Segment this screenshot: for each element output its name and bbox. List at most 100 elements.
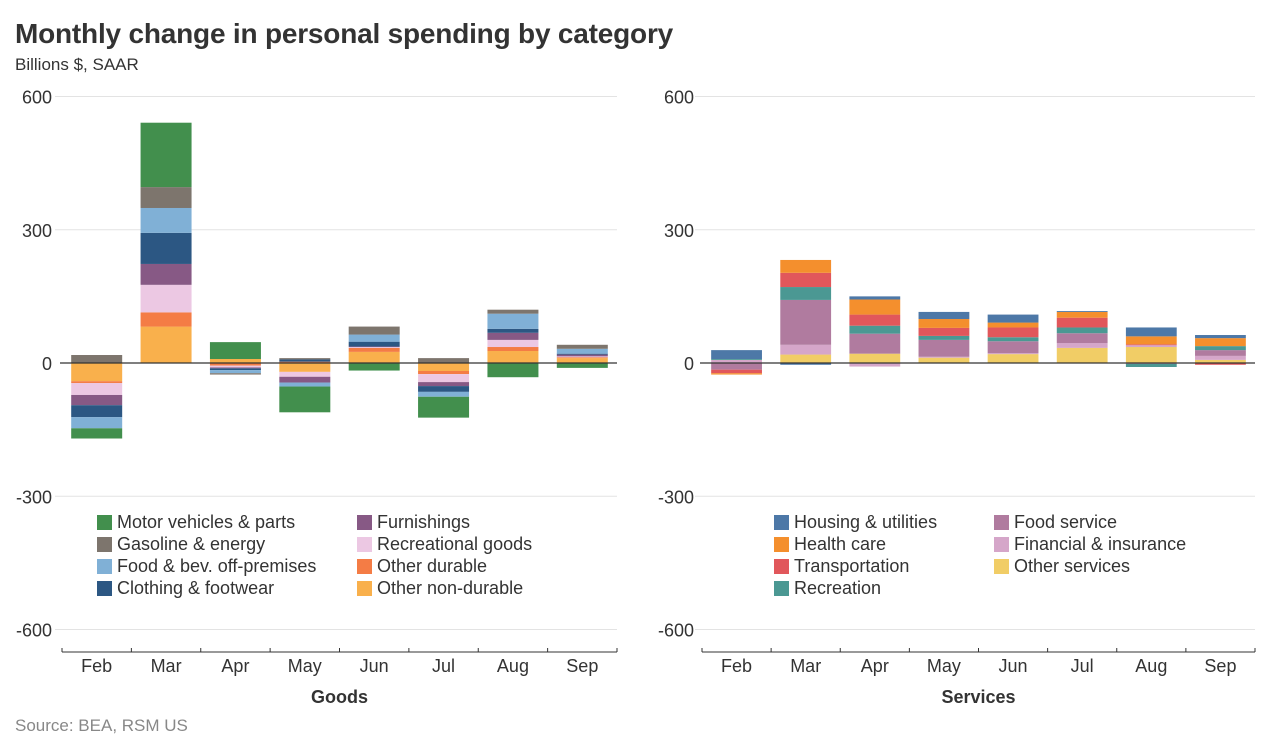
bar-segment-recreation-sep <box>1195 346 1246 351</box>
legend-swatch <box>994 559 1009 574</box>
chart-subtitle: Billions $, SAAR <box>15 55 139 74</box>
bar-segment-recreation-feb <box>711 359 762 360</box>
bar-segment-other-durable-apr <box>209 363 261 366</box>
bar-segment-recreational-goods-jul <box>418 374 470 383</box>
x-tick-label: May <box>288 656 322 676</box>
x-tick-label: Aug <box>497 656 529 676</box>
x-tick-label: Mar <box>790 656 821 676</box>
bar-segment-recreational-goods-mar <box>140 284 192 313</box>
bar-segment-health-care-may <box>918 319 970 328</box>
bar-segment-furnishings-sep <box>556 354 608 357</box>
legend-swatch <box>97 515 112 530</box>
x-tick-label: Feb <box>721 656 752 676</box>
bar-segment-recreation-may <box>918 335 970 340</box>
x-axis-title: Goods <box>311 687 368 707</box>
bar-segment-recreation-aug <box>1125 363 1177 367</box>
bar-segment-other-services-apr <box>849 353 901 363</box>
bar-segment-other-non-durable-mar <box>140 326 192 363</box>
x-tick-label: Apr <box>861 656 889 676</box>
bar-segment-financial-insurance-jun <box>987 353 1039 355</box>
legend-label: Other non-durable <box>377 578 524 598</box>
bar-segment-other-durable-feb <box>71 381 123 383</box>
bar-segment-health-care-mar <box>780 259 832 273</box>
legend-item: Clothing & footwear <box>97 578 274 599</box>
bar-segment-other-durable-mar <box>140 312 192 327</box>
bar-segment-housing-utilities-mar <box>780 363 832 365</box>
bar-segment-furnishings-aug <box>487 332 539 340</box>
legend-label: Food service <box>1014 512 1118 532</box>
bar-segment-financial-insurance-sep <box>1195 355 1246 360</box>
bar-segment-food-bev-off-premises-may <box>279 382 331 387</box>
bar-segment-furnishings-apr <box>209 367 261 369</box>
bar-segment-motor-vehicles-parts-mar <box>140 122 192 188</box>
bar-segment-food-service-mar <box>780 299 832 345</box>
chart-title: Monthly change in personal spending by c… <box>15 18 674 49</box>
x-tick-label: Jul <box>1071 656 1094 676</box>
legend-label: Recreational goods <box>377 534 533 554</box>
bar-segment-furnishings-feb <box>71 394 123 406</box>
x-tick-label: Feb <box>81 656 112 676</box>
bar-segment-health-care-jul <box>1056 311 1108 318</box>
bar-segment-recreation-mar <box>780 287 832 300</box>
bar-segment-transportation-aug <box>1125 344 1177 346</box>
bar-segment-recreational-goods-apr <box>209 365 261 368</box>
bar-segment-recreation-apr <box>849 325 901 334</box>
y-tick-label: -300 <box>658 487 694 507</box>
bar-segment-other-non-durable-feb <box>71 363 123 382</box>
bar-segment-health-care-aug <box>1125 336 1177 345</box>
legend-item: Food service <box>994 512 1117 533</box>
bar-segment-financial-insurance-aug <box>1125 345 1177 348</box>
bar-segment-transportation-jun <box>987 327 1039 338</box>
legend-item: Transportation <box>774 556 909 577</box>
bar-segment-financial-insurance-may <box>918 356 970 358</box>
bar-segment-recreational-goods-sep <box>556 356 608 358</box>
bar-segment-housing-utilities-apr <box>849 296 901 300</box>
bar-segment-other-services-may <box>918 357 970 363</box>
bar-segment-food-bev-off-premises-jul <box>418 391 470 397</box>
bar-segment-recreation-jun <box>987 337 1039 342</box>
bar-segment-other-non-durable-jun <box>348 351 400 363</box>
x-tick-label: Jun <box>360 656 389 676</box>
x-tick-label: Mar <box>151 656 182 676</box>
bar-segment-other-non-durable-apr <box>209 359 261 363</box>
bar-segment-other-durable-jun <box>348 347 400 352</box>
legend-item: Housing & utilities <box>774 512 937 533</box>
bar-segment-food-bev-off-premises-jun <box>348 334 400 342</box>
bar-segment-gasoline-energy-may <box>279 358 331 360</box>
bar-segment-transportation-jul <box>1056 317 1108 328</box>
bar-segment-transportation-may <box>918 327 970 336</box>
bar-segment-gasoline-energy-jul <box>418 358 470 363</box>
legend-item: Gasoline & energy <box>97 534 265 555</box>
bar-segment-other-durable-sep <box>556 357 608 359</box>
bar-segment-food-service-jul <box>1056 333 1108 344</box>
bar-segment-gasoline-energy-aug <box>487 309 539 314</box>
bar-segment-food-bev-off-premises-aug <box>487 313 539 329</box>
bar-segment-food-service-jun <box>987 341 1039 354</box>
source-note: Source: BEA, RSM US <box>15 716 188 735</box>
legend-swatch <box>97 537 112 552</box>
bar-segment-motor-vehicles-parts-sep <box>556 363 608 368</box>
bar-segment-food-service-sep <box>1195 350 1246 356</box>
bar-segment-motor-vehicles-parts-aug <box>487 363 539 378</box>
x-tick-label: Jun <box>999 656 1028 676</box>
bar-segment-gasoline-energy-mar <box>140 187 192 208</box>
bar-segment-transportation-feb <box>711 369 762 374</box>
bar-segment-recreational-goods-aug <box>487 339 539 348</box>
legend-label: Transportation <box>794 556 910 576</box>
legend-item: Recreation <box>774 578 881 599</box>
legend-swatch <box>97 581 112 596</box>
bar-segment-transportation-sep <box>1195 363 1246 365</box>
y-tick-label: 300 <box>22 221 52 241</box>
bar-segment-other-non-durable-may <box>279 363 331 372</box>
bar-segment-food-service-may <box>918 339 970 357</box>
legend-swatch <box>357 537 372 552</box>
y-tick-label: 0 <box>42 354 52 374</box>
legend-swatch <box>97 559 112 574</box>
services-panel: 600 300 0 -300 -600 Feb Mar Apr May Jun Jul Aug Sep S… <box>658 88 1256 707</box>
bar-segment-other-services-jun <box>987 354 1039 363</box>
bar-segment-other-non-durable-jul <box>418 363 470 371</box>
bar-segment-food-service-feb <box>711 363 762 370</box>
legend-item: Other durable <box>357 556 487 577</box>
legend-item: Other non-durable <box>357 578 523 599</box>
legend-item: Financial & insurance <box>994 534 1186 555</box>
